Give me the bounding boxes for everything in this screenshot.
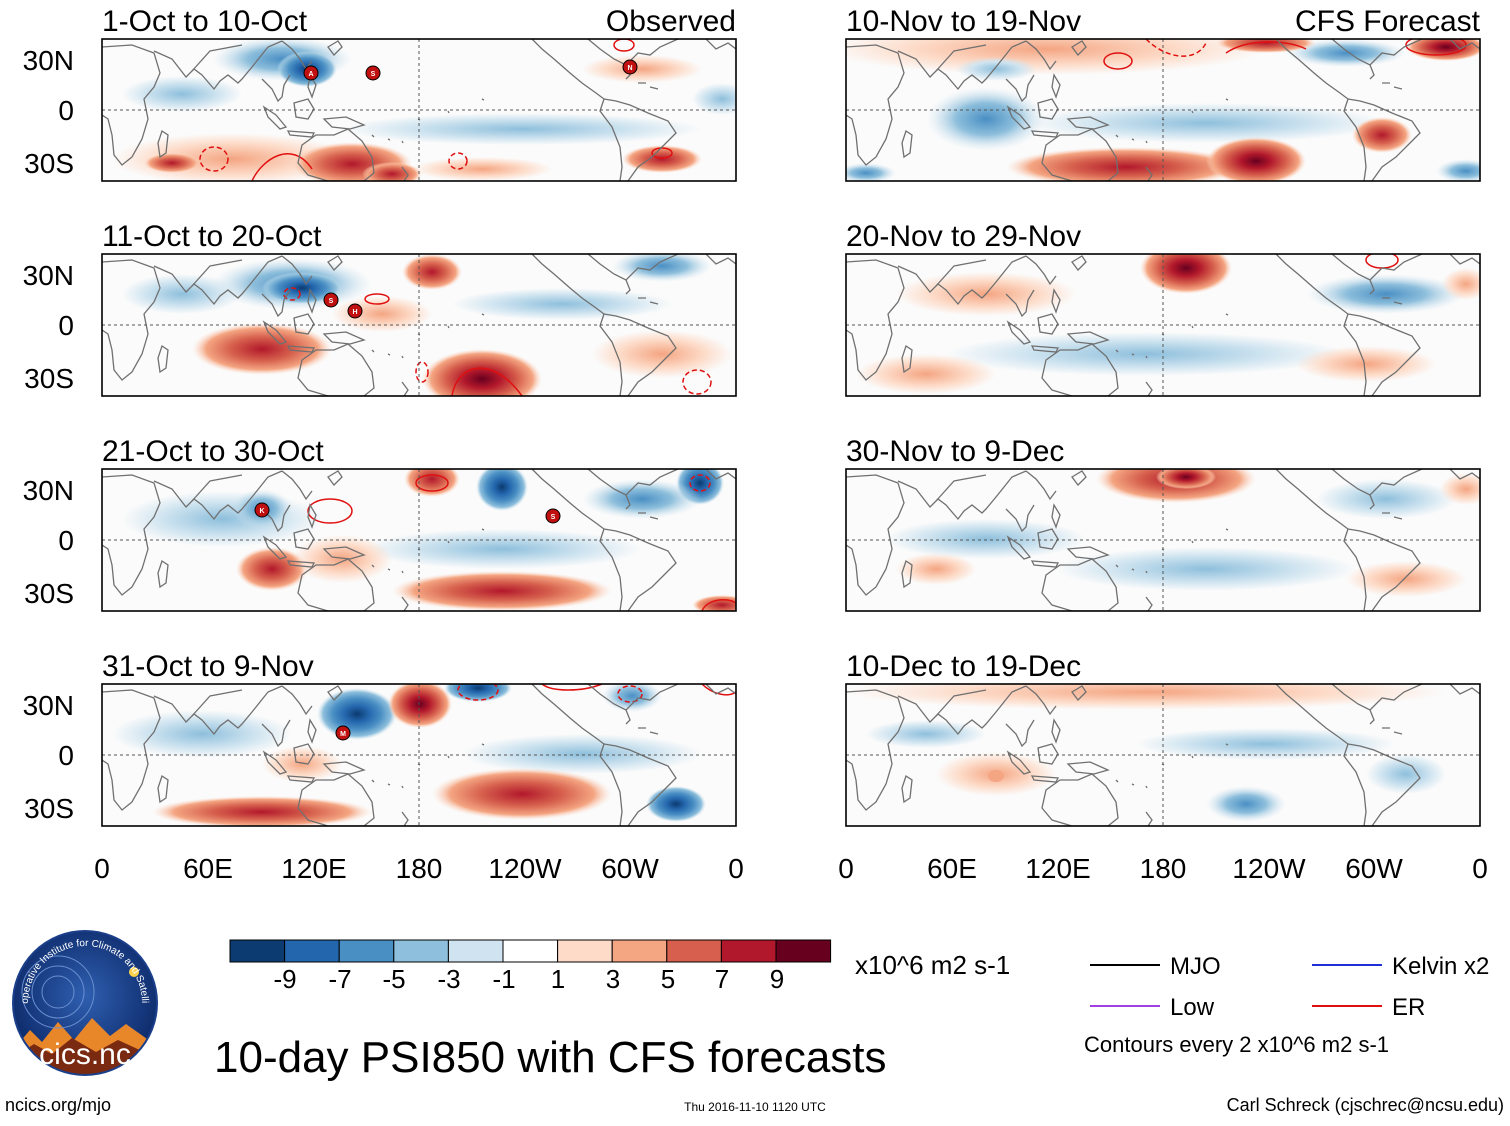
map-panel-2 bbox=[101, 253, 737, 397]
colorbar-tick: -1 bbox=[492, 964, 515, 994]
panel-2-dates: 11-Oct to 20-Oct bbox=[102, 220, 322, 253]
storm-marker: N bbox=[622, 59, 638, 75]
panel-5-dates: 10-Nov to 19-Nov bbox=[846, 5, 1081, 38]
colorbar-swatch bbox=[720, 939, 777, 963]
lon-label: 120W bbox=[488, 853, 562, 884]
legend-mjo-label: MJO bbox=[1170, 953, 1221, 980]
colorbar-swatch bbox=[447, 939, 504, 963]
map-panel-5 bbox=[845, 38, 1481, 182]
lat-label: 30S bbox=[24, 363, 74, 394]
legend: MJO Kelvin x2 Low ER Contours every 2 x1… bbox=[1084, 953, 1489, 1057]
storm-label: A bbox=[308, 71, 313, 78]
lon-label: 0 bbox=[728, 853, 744, 884]
footer-website: ncics.org/mjo bbox=[5, 1095, 111, 1115]
lat-label: 30S bbox=[24, 148, 74, 179]
colorbar-swatch bbox=[284, 939, 340, 963]
lat-label: 30N bbox=[23, 690, 74, 721]
storm-label: M bbox=[340, 731, 346, 738]
lon-label: 180 bbox=[1140, 853, 1187, 884]
lon-label: 0 bbox=[1472, 853, 1488, 884]
storm-marker: S bbox=[545, 508, 561, 524]
colorbar-swatch bbox=[229, 939, 286, 963]
lat-label: 0 bbox=[58, 95, 74, 126]
map-panel-8 bbox=[845, 683, 1481, 827]
storm-label: S bbox=[371, 71, 376, 78]
lat-label: 0 bbox=[58, 740, 74, 771]
colorbar-tick: 7 bbox=[715, 964, 729, 994]
lon-label: 120E bbox=[281, 853, 346, 884]
legend-er-label: ER bbox=[1392, 994, 1425, 1021]
storm-label: N bbox=[627, 65, 632, 72]
panel-6-dates: 20-Nov to 29-Nov bbox=[846, 220, 1081, 253]
lat-label: 30N bbox=[23, 260, 74, 291]
colorbar-swatch bbox=[502, 939, 559, 963]
lon-label: 120E bbox=[1025, 853, 1090, 884]
main-title: 10-day PSI850 with CFS forecasts bbox=[214, 1033, 887, 1082]
panel-8-dates: 10-Dec to 19-Dec bbox=[846, 650, 1081, 683]
storm-marker: K bbox=[254, 502, 270, 518]
panel-7-dates: 30-Nov to 9-Dec bbox=[846, 435, 1064, 468]
colorbar-tick: 9 bbox=[770, 964, 784, 994]
lon-label: 180 bbox=[396, 853, 443, 884]
colorbar bbox=[229, 939, 832, 963]
footer-author: Carl Schreck (cjschrec@ncsu.edu) bbox=[1227, 1095, 1504, 1115]
lat-label: 0 bbox=[58, 525, 74, 556]
storm-marker: S bbox=[323, 292, 339, 308]
lat-label: 30S bbox=[24, 578, 74, 609]
storm-marker: S bbox=[365, 65, 381, 81]
storm-label: K bbox=[259, 508, 264, 515]
map-panel-4 bbox=[101, 683, 737, 827]
colorbar-tick: -3 bbox=[437, 964, 460, 994]
panel-3-dates: 21-Oct to 30-Oct bbox=[102, 435, 324, 468]
logo-text: cics.nc bbox=[39, 1038, 131, 1071]
legend-low-label: Low bbox=[1170, 994, 1215, 1021]
colorbar-tick: -7 bbox=[328, 964, 351, 994]
colorbar-swatch bbox=[557, 939, 613, 963]
panel-5-label: CFS Forecast bbox=[1295, 5, 1481, 38]
storm-marker: H bbox=[347, 303, 363, 319]
colorbar-tick: 1 bbox=[551, 964, 565, 994]
lat-label: 0 bbox=[58, 310, 74, 341]
storm-marker: A bbox=[303, 65, 319, 81]
legend-kelvin-label: Kelvin x2 bbox=[1392, 953, 1489, 980]
lon-label: 60E bbox=[183, 853, 233, 884]
panel-1-dates: 1-Oct to 10-Oct bbox=[102, 5, 308, 38]
lon-label: 60W bbox=[601, 853, 659, 884]
colorbar-swatch bbox=[775, 939, 832, 963]
footer-timestamp: Thu 2016-11-10 1120 UTC bbox=[684, 1100, 826, 1114]
lat-label: 30N bbox=[23, 45, 74, 76]
colorbar-tick: -9 bbox=[273, 964, 296, 994]
legend-contours-note: Contours every 2 x10^6 m2 s-1 bbox=[1084, 1032, 1389, 1057]
colorbar-tick: -5 bbox=[382, 964, 405, 994]
map-panel-3 bbox=[101, 468, 737, 612]
map-panel-1 bbox=[101, 38, 737, 182]
lon-label: 60E bbox=[927, 853, 977, 884]
panel-1-label: Observed bbox=[606, 5, 736, 38]
storm-label: S bbox=[551, 514, 556, 521]
lon-label: 120W bbox=[1232, 853, 1306, 884]
lat-label: 30N bbox=[23, 475, 74, 506]
storm-label: S bbox=[329, 298, 334, 305]
colorbar-swatch bbox=[666, 939, 722, 963]
colorbar-tick: 3 bbox=[606, 964, 620, 994]
lat-label: 30S bbox=[24, 793, 74, 824]
storm-label: H bbox=[352, 309, 357, 316]
panel-4-dates: 31-Oct to 9-Nov bbox=[102, 650, 314, 683]
lon-label: 0 bbox=[94, 853, 110, 884]
lon-label: 60W bbox=[1345, 853, 1403, 884]
storm-marker: M bbox=[335, 725, 351, 741]
colorbar-tick: 5 bbox=[661, 964, 675, 994]
map-panel-6 bbox=[845, 253, 1481, 397]
colorbar-swatch bbox=[611, 939, 668, 963]
colorbar-swatch bbox=[338, 939, 395, 963]
colorbar-swatch bbox=[393, 939, 449, 963]
map-panel-7 bbox=[845, 468, 1481, 612]
colorbar-units: x10^6 m2 s-1 bbox=[855, 950, 1010, 980]
lon-label: 0 bbox=[838, 853, 854, 884]
